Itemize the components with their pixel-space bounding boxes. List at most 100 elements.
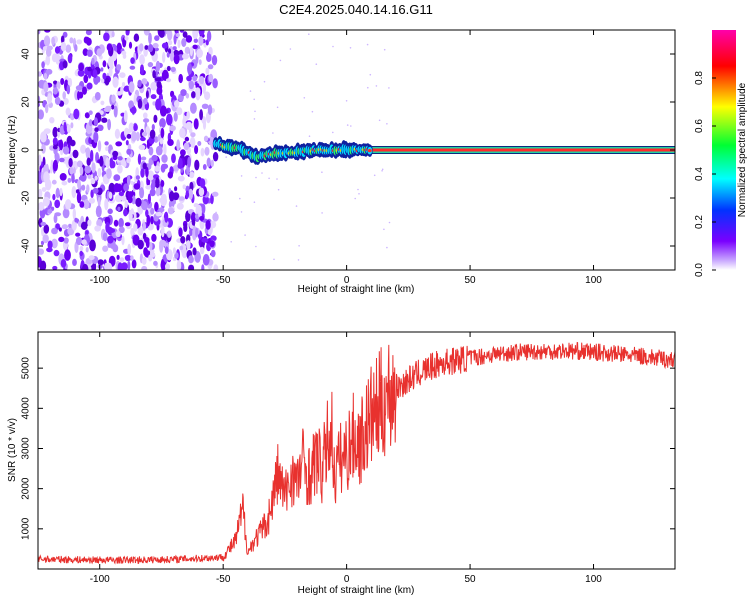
spectrogram-noise-cell [153,136,159,143]
y-tick-label: 1000 [21,517,32,540]
spectrogram-noise-cell [194,145,199,155]
spectrogram-noise-cell [85,36,90,42]
spectrogram-noise-cell [126,133,132,139]
spectrogram-noise-cell [61,180,68,186]
spectrogram-noise-cell [167,139,174,146]
spectrogram-noise-cell [81,263,89,270]
spectrogram-noise-cell [41,187,47,192]
spectrogram-noise-cell [51,36,55,46]
spectrogram-noise-cell [123,208,128,217]
spectrogram-noise-cell [49,165,53,174]
spectrogram-noise-cell [137,153,142,165]
spectrogram-noise-cell [101,117,108,123]
spectrogram-noise-cell [137,99,143,109]
spectrogram-faint-dot [366,43,369,46]
spectrogram-noise-cell [156,81,162,89]
spectrogram-noise-cell [173,54,180,65]
spectrogram-noise-cell [200,246,205,255]
spectrogram-noise-cell [87,66,92,72]
spectrogram-noise-cell [143,247,149,257]
spectrogram-noise-cell [141,78,148,85]
spectrogram-noise-cell [99,155,104,167]
spectrogram-noise-cell [198,187,205,197]
spectrogram-noise-cell [94,91,101,101]
spectrogram-noise-cell [178,73,183,84]
spectrogram-noise-cell [60,78,65,85]
spectrogram-noise-cell [113,174,121,182]
spectrogram-faint-dot [346,124,349,126]
spectrogram-noise-cell [60,41,67,52]
y-tick-label: 0 [21,147,32,153]
spectrogram-noise-cell [54,96,61,105]
spectrogram-noise-cell [45,54,51,66]
spectrogram-noise-cell [68,157,73,168]
spectrogram-faint-dot [349,47,352,49]
signal-band-core [371,148,675,152]
spectrogram-faint-dot [261,172,263,174]
spectrogram-noise-cell [90,149,94,162]
spectrogram-noise-cell [154,165,160,172]
spectrogram-noise-cell [53,214,58,224]
spectrogram-noise-cell [70,139,76,147]
spectrogram-noise-cell [135,175,140,180]
spectrogram-faint-dot [277,188,280,191]
spectrogram-noise-cell [103,32,110,42]
spectrogram-noise-cell [79,166,84,176]
spectrogram-noise-cell [120,195,127,202]
spectrogram-noise-cell [63,121,67,132]
spectrogram-noise-cell [94,175,98,181]
y-tick-label: 3000 [21,437,32,460]
spectrogram-noise-cell [188,255,194,264]
spectrogram-noise-cell [105,157,110,169]
spectrogram-noise-cell [124,200,128,209]
colorbar-ticks: 0.0 0.2 0.4 0.6 0.8 [694,71,716,277]
spectrogram-noise-cell [155,186,161,197]
spectrogram-noise-cell [97,124,104,131]
spectrogram-x-ticks: -100 -50 0 50 100 [90,30,602,286]
spectrogram-y-label: Frequency (Hz) [7,116,18,185]
spectrogram-noise-cell [104,141,109,146]
spectrogram-noise-cell [160,163,166,173]
spectrogram-noise-cell [210,249,216,258]
spectrogram-noise-cell [79,250,83,257]
spectrogram-noise-cell [199,178,206,189]
spectrogram-noise-cell [102,245,109,252]
spectrogram-noise-cell [184,136,190,142]
spectrogram-noise-cell [139,54,145,65]
colorbar-tick-label: 0.6 [694,119,705,133]
spectrogram-faint-dot [311,110,314,113]
spectrogram-noise-cell [94,127,99,133]
spectrogram-noise-cell [58,236,65,243]
x-tick-label: 0 [344,574,350,585]
spectrogram-noise-cell [130,180,134,185]
spectrogram-noise-cell [67,177,72,183]
spectrogram-noise-cell [130,227,135,237]
spectrogram-noise-cell [154,77,162,82]
spectrogram-noise-cell [111,31,115,38]
spectrogram-noise-cell [181,38,187,47]
spectrogram-noise-cell [179,127,186,139]
spectrogram-noise-cell [155,145,163,156]
spectrogram-noise-cell [65,44,72,53]
spectrogram-noise-cell [113,219,119,227]
spectrogram-noise-cell [81,239,87,245]
spectrogram-faint-dot [381,170,383,172]
spectrogram-noise-cell [93,117,98,127]
spectrogram-noise-cell [184,46,191,55]
spectrogram-noise-cell [126,175,131,186]
spectrogram-noise-cell [41,61,45,69]
spectrogram-noise-cell [146,214,151,227]
spectrogram-noise-cell [102,72,107,80]
spectrogram-noise-cell [202,82,206,95]
spectrogram-noise-cell [84,165,92,174]
spectrogram-faint-dot [244,234,246,236]
spectrogram-noise-cell [211,55,218,66]
spectrogram-noise-cell [52,265,58,270]
spectrogram-noise-cell [154,35,160,41]
spectrogram-noise-cell [77,179,81,189]
spectrogram-noise-cell [40,221,47,227]
spectrogram-noise-cell [70,122,74,129]
spectrogram-noise-cell [160,259,165,270]
spectrogram-noise-cell [52,145,58,150]
spectrogram-noise-cell [94,225,101,232]
